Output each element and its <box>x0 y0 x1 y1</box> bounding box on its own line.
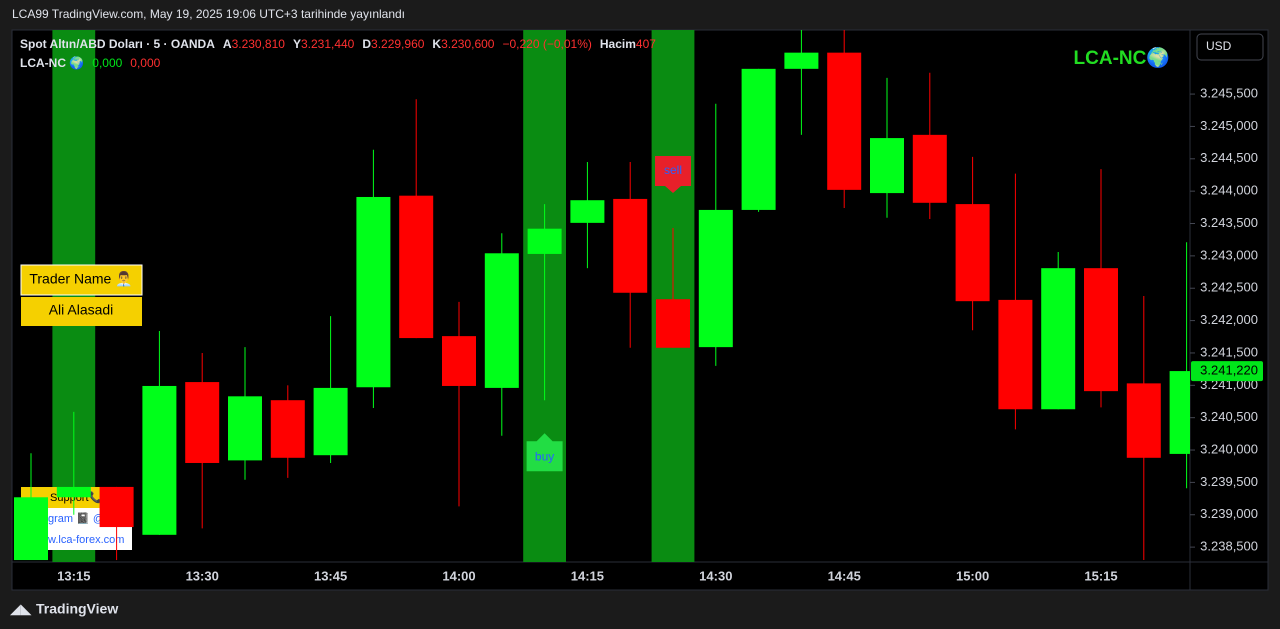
y-tick-label: 3.241,500 <box>1200 344 1258 359</box>
sell-signal <box>655 156 691 194</box>
x-tick-label: 13:30 <box>186 568 219 583</box>
legend-symbol: Spot Altın/ABD Doları · 5 · OANDA <box>20 37 215 51</box>
currency-label[interactable]: USD <box>1206 39 1232 53</box>
currency-button[interactable] <box>1196 33 1264 61</box>
y-tick-label: 3.239,000 <box>1200 506 1258 521</box>
legend-value: 3.230,810 <box>232 37 286 51</box>
legend-value: 3.231,440 <box>301 37 355 51</box>
trader-title: Trader Name 👨‍💼 <box>29 271 132 288</box>
candle-body <box>56 486 91 498</box>
x-tick-label: 15:00 <box>956 568 989 583</box>
candle-body <box>613 198 648 293</box>
candle-body <box>741 68 776 210</box>
candle-body <box>1169 371 1190 454</box>
y-tick-label: 3.240,500 <box>1200 409 1258 424</box>
trader-box: Trader Name 👨‍💼 Ali Alasadi <box>20 264 143 326</box>
indicator-name: LCA-NC 🌍 <box>20 56 84 70</box>
candle-body <box>870 138 904 194</box>
axes: 3.238,500 3.239,000 3.239,500 3.240,000 3.24… <box>57 86 1263 583</box>
trader-box-name-bg <box>21 297 142 326</box>
footer-logo: TradingView <box>36 601 118 617</box>
candle-body <box>1126 383 1161 458</box>
y-tick-label: 3.244,500 <box>1200 150 1258 165</box>
candle-body <box>14 497 48 561</box>
y-tick-label: 3.238,500 <box>1200 539 1258 554</box>
candle-body <box>527 228 562 254</box>
candle-body <box>313 387 348 456</box>
legend-value: 3.229,960 <box>371 37 425 51</box>
legend-key: Y <box>293 37 301 51</box>
last-price-label: 3.241,220 <box>1200 363 1258 378</box>
support-website: w.lca-forex.com <box>47 534 124 546</box>
y-tick-label: 3.243,000 <box>1200 247 1258 262</box>
trader-box-title-bg <box>20 264 143 296</box>
y-tick-label: 3.239,500 <box>1200 474 1258 489</box>
candle-body <box>399 195 434 339</box>
legend: Spot Altın/ABD Doları · 5 · OANDA A3.230,… <box>20 37 656 51</box>
candle-body <box>1041 268 1076 410</box>
candle-body <box>185 382 220 463</box>
legend-change: −0,220 (−0,01%) <box>502 37 591 51</box>
candle-body <box>784 52 819 69</box>
x-tick-label: 14:45 <box>828 568 861 583</box>
candle-body <box>912 134 947 203</box>
indicator-value: 0,000 <box>92 56 122 70</box>
x-tick-label: 13:45 <box>314 568 347 583</box>
support-telegram: gram 📓 @L <box>48 512 110 525</box>
footer-logo-icon: ◢◣ <box>10 601 32 617</box>
sell-signal-label: sell <box>664 163 682 177</box>
candle-body <box>998 299 1033 410</box>
watermark: LCA-NC🌍 <box>1074 46 1170 69</box>
x-tick-label: 15:15 <box>1084 568 1117 583</box>
buy-signal-label: buy <box>535 449 554 463</box>
y-tick-label: 3.245,000 <box>1200 118 1258 133</box>
trader-name: Ali Alasadi <box>49 302 114 318</box>
chart-area <box>11 29 1269 591</box>
page-header: LCA99 TradingView.com, May 19, 2025 19:0… <box>12 7 405 21</box>
y-tick-label: 3.244,000 <box>1200 183 1258 198</box>
candle-body <box>1084 268 1118 392</box>
legend-key: D <box>362 37 371 51</box>
x-tick-label: 13:15 <box>57 568 90 583</box>
x-tick-label: 14:15 <box>571 568 604 583</box>
candle-body <box>228 396 262 461</box>
candle-body <box>356 196 391 388</box>
candle-body <box>442 336 476 386</box>
y-tick-label: 3.240,000 <box>1200 441 1258 456</box>
y-tick-label: 3.242,500 <box>1200 280 1258 295</box>
legend-volume-label: Hacim <box>600 37 636 51</box>
x-tick-label: 14:30 <box>699 568 732 583</box>
candle-body <box>99 486 134 528</box>
candle-body <box>955 204 990 302</box>
legend-key: A <box>223 37 232 51</box>
last-price-tag <box>1191 361 1263 382</box>
y-tick-label: 3.242,000 <box>1200 312 1258 327</box>
signal-layer: buy sell <box>526 156 691 472</box>
candle-body <box>570 200 605 223</box>
y-tick-label: 3.243,500 <box>1200 215 1258 230</box>
legend-key: K <box>432 37 441 51</box>
legend-value: 3.230,600 <box>441 37 495 51</box>
y-tick-label: 3.245,500 <box>1200 86 1258 101</box>
candle-layer <box>14 30 1190 561</box>
candle-body <box>656 299 690 348</box>
candle-body <box>142 385 177 535</box>
candle-body <box>827 52 862 190</box>
legend-volume: 407 <box>636 37 656 51</box>
candle-body <box>270 400 305 458</box>
candle-body <box>698 209 733 348</box>
candle-body <box>484 253 519 388</box>
buy-signal <box>526 433 563 472</box>
indicator-value: 0,000 <box>130 56 160 70</box>
x-tick-label: 14:00 <box>442 568 475 583</box>
indicator-legend: LCA-NC 🌍 0,000 0,000 <box>20 56 161 70</box>
